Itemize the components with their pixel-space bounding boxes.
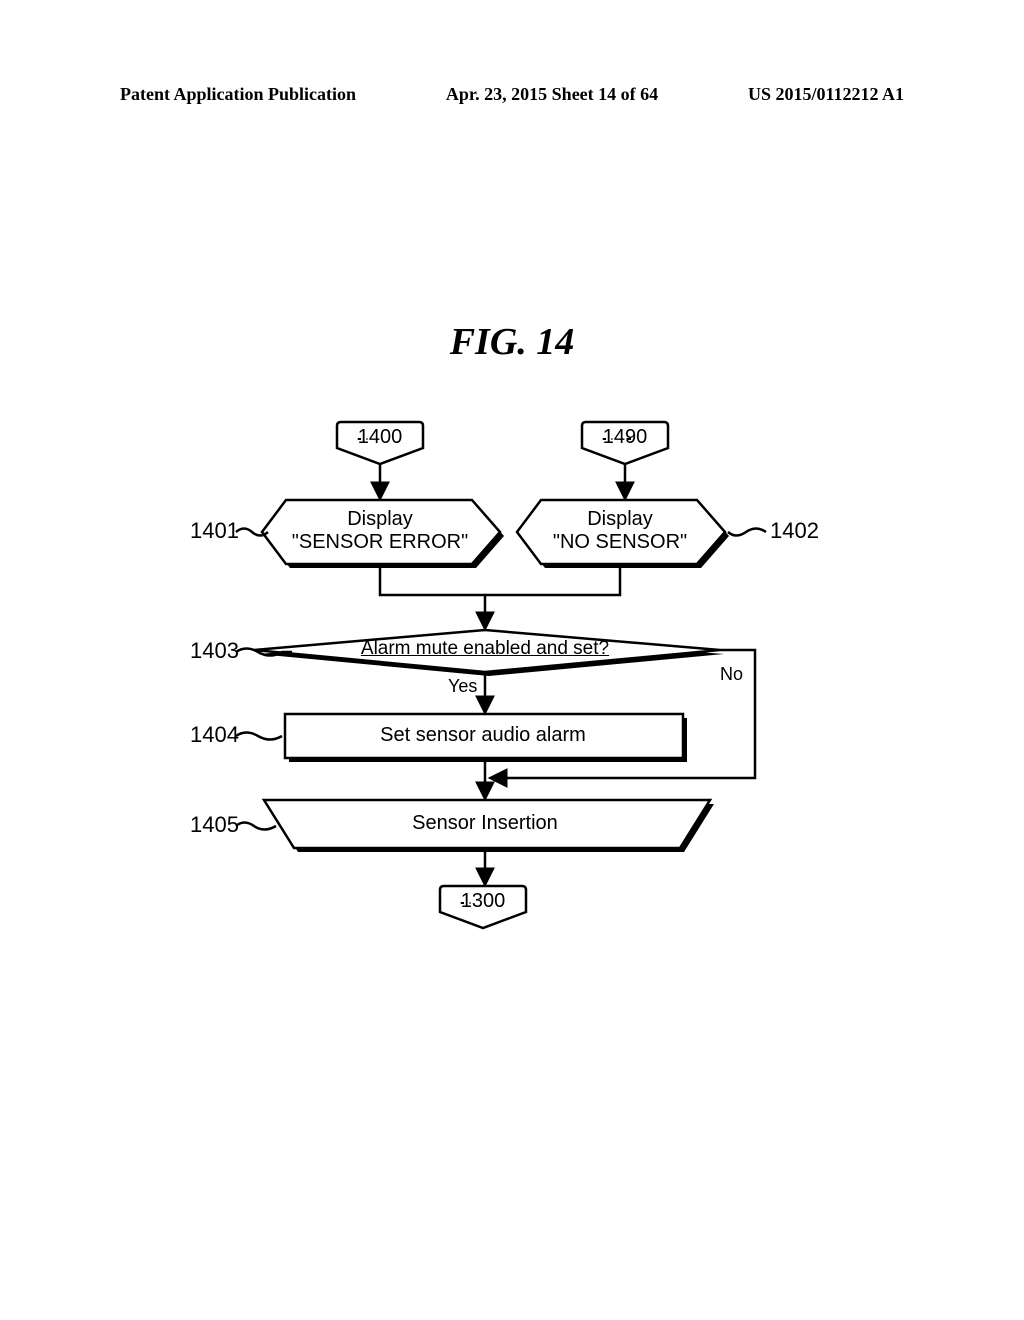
page-header: Patent Application Publication Apr. 23, … [0, 84, 1024, 105]
flowchart-canvas: 1400 1490 Display "SENSOR ERROR" Display… [0, 400, 1024, 1000]
leader-1405 [234, 818, 278, 834]
display-sensor-error: Display "SENSOR ERROR" [260, 498, 500, 562]
header-right: US 2015/0112212 A1 [748, 84, 904, 105]
header-left: Patent Application Publication [120, 84, 356, 105]
leader-1403 [234, 644, 294, 660]
manual-sensor-insertion: Sensor Insertion [260, 798, 710, 848]
ref-1404: 1404 [190, 722, 239, 748]
decision-1403-label: Alarm mute enabled and set? [250, 638, 720, 660]
terminal-1300-label: 1300 [461, 890, 506, 912]
manual-1405-label: Sensor Insertion [260, 812, 710, 835]
display-1401-line2: "SENSOR ERROR" [292, 531, 468, 553]
decision-alarm-mute: Alarm mute enabled and set? [250, 628, 720, 672]
process-1404-label: Set sensor audio alarm [283, 724, 683, 747]
display-1402-line2: "NO SENSOR" [553, 531, 687, 553]
terminal-1490: 1490 [580, 420, 670, 464]
display-1402-line1: Display [587, 508, 653, 530]
ref-1403: 1403 [190, 638, 239, 664]
figure-title: FIG. 14 [0, 320, 1024, 364]
header-center: Apr. 23, 2015 Sheet 14 of 64 [446, 84, 658, 105]
process-set-alarm: Set sensor audio alarm [283, 712, 683, 758]
leader-1401 [234, 524, 272, 540]
branch-no: No [720, 664, 743, 685]
terminal-1400: 1400 [335, 420, 425, 464]
terminal-1300: 1300 [438, 884, 528, 928]
leader-1404 [234, 728, 284, 744]
branch-yes: Yes [448, 676, 477, 697]
ref-1402: 1402 [770, 518, 819, 544]
terminal-1490-label: 1490 [603, 426, 648, 448]
ref-1405: 1405 [190, 812, 239, 838]
ref-1401: 1401 [190, 518, 239, 544]
leader-1402 [726, 524, 768, 540]
terminal-1400-label: 1400 [358, 426, 403, 448]
display-1401-line1: Display [347, 508, 413, 530]
display-no-sensor: Display "NO SENSOR" [515, 498, 725, 562]
